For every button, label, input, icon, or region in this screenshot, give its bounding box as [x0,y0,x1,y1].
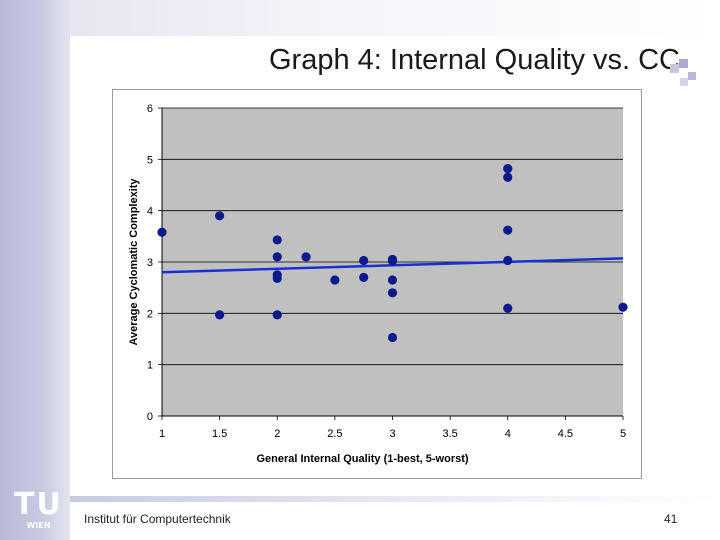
data-point [272,273,282,284]
y-tick-label: 6 [147,103,153,115]
logo-letters: TU [14,487,63,522]
y-tick-label: 1 [147,360,153,372]
data-point [215,211,225,221]
data-point [503,225,513,235]
x-tick-label: 2 [274,428,280,440]
x-tick-label: 3.5 [442,428,457,440]
data-point [272,310,282,320]
x-tick-label: 2.5 [327,428,342,440]
data-point [618,302,628,312]
y-tick-label: 2 [147,308,153,320]
logo-subtitle: WIEN [26,521,51,530]
data-point [272,252,282,262]
y-tick-label: 4 [147,206,153,218]
x-tick-label: 1 [159,428,165,440]
x-tick-label: 3 [389,428,395,440]
data-point [359,272,369,282]
data-point [387,275,398,285]
x-axis-label: General Internal Quality (1-best, 5-wors… [256,453,468,465]
slide-title: Graph 4: Internal Quality vs. CC [269,44,680,76]
data-point [215,310,225,320]
data-point [503,172,513,182]
data-point [503,255,513,266]
data-point [387,288,398,298]
left-accent-band [0,0,70,540]
x-tick-label: 4.5 [558,428,573,440]
data-point [503,303,513,313]
page-number: 41 [664,512,678,526]
header-gradient [70,0,720,36]
data-point [387,256,398,266]
x-tick-label: 5 [620,428,626,440]
x-tick-label: 1.5 [212,428,227,440]
title-square-decoration [670,59,696,86]
y-axis-label: Average Cyclomatic Complexity [128,178,140,346]
footer-rule [70,496,720,502]
y-tick-label: 3 [147,257,153,269]
data-point [330,275,340,285]
tu-wien-logo: TU WIEN [14,487,63,531]
data-point [387,332,398,343]
data-point [301,252,311,262]
y-tick-label: 0 [147,411,153,423]
data-point [272,235,282,245]
footer-institute: Institut für Computertechnik [84,512,231,526]
y-tick-label: 5 [147,154,153,166]
data-point [503,163,513,174]
data-point [157,227,167,237]
x-tick-label: 4 [505,428,511,440]
data-point [359,255,369,266]
